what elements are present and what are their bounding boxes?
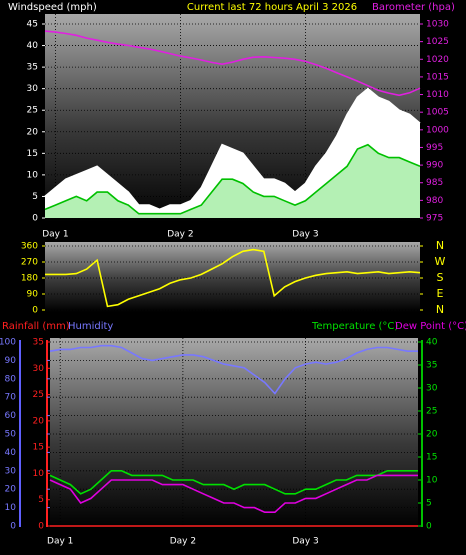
- y3-tick-label: 15: [33, 443, 44, 453]
- line: [49, 344, 418, 395]
- y-tick-label: 45: [27, 20, 38, 30]
- y-axis-label: Windspeed (mph): [8, 2, 97, 13]
- y2-tick-label: 0: [426, 522, 432, 532]
- line: [45, 248, 421, 308]
- y-tick-label: 100: [0, 338, 16, 348]
- y2-tick-label: 30: [426, 384, 438, 394]
- x-tick-label: Day 3: [292, 537, 318, 547]
- y-tick-label: 0: [10, 522, 16, 532]
- y3-tick-label: 0: [38, 522, 44, 532]
- y2-tick-label: 975: [426, 214, 443, 224]
- x-tick-label: Day 1: [47, 537, 73, 547]
- area: [45, 144, 420, 218]
- y-tick-label: 10: [27, 170, 39, 180]
- y-tick-label: 0: [32, 306, 38, 316]
- y2-tick-label: N: [436, 239, 444, 252]
- line: [44, 30, 421, 97]
- y3-tick-label: 25: [33, 390, 44, 400]
- y2-tick-label: 35: [426, 361, 437, 371]
- y3-tick-label: 30: [33, 364, 45, 374]
- line: [49, 470, 418, 495]
- y-tick-label: 80: [5, 374, 17, 384]
- y-tick-label: 40: [5, 448, 17, 458]
- y-tick-label: 20: [27, 127, 39, 137]
- y2-tick-label: S: [437, 271, 444, 284]
- line: [44, 87, 421, 211]
- y-tick-label: 360: [21, 242, 38, 252]
- y2-tick-label: 5: [426, 499, 432, 509]
- line: [49, 474, 418, 513]
- y-tick-label: 15: [27, 149, 38, 159]
- legend-temperature: Temperature (°C): [311, 321, 398, 332]
- y-tick-label: 30: [27, 84, 39, 94]
- y-tick-label: 90: [5, 356, 17, 366]
- legend-rainfall: Rainfall (mm): [2, 321, 70, 332]
- legend-dew-point: Dew Point (°C): [395, 321, 466, 332]
- y2-tick-label: 25: [426, 407, 437, 417]
- plots: 0510152025303540459759809859909951000100…: [0, 14, 449, 547]
- y2-tick-label: 10: [426, 476, 438, 486]
- y-tick-label: 5: [32, 192, 38, 202]
- y-tick-label: 70: [5, 393, 17, 403]
- y-tick-label: 270: [21, 258, 38, 268]
- y2-tick-label: E: [437, 287, 444, 300]
- y2-tick-label: 1025: [426, 37, 449, 47]
- y2-tick-label: 995: [426, 143, 443, 153]
- y-tick-label: 10: [5, 503, 17, 513]
- legend-humidity: Humidity: [68, 321, 113, 332]
- y3-tick-label: 10: [33, 469, 45, 479]
- x-tick-label: Day 1: [42, 230, 68, 240]
- y-tick-label: 20: [5, 485, 17, 495]
- x-tick-label: Day 3: [292, 230, 318, 240]
- plot-area: [45, 242, 420, 312]
- chart-title: Current last 72 hours April 3 2026: [187, 2, 357, 13]
- y2-tick-label: 20: [426, 430, 438, 440]
- y2-tick-label: 40: [426, 338, 438, 348]
- y2-tick-label: W: [435, 255, 446, 268]
- y-tick-label: 0: [32, 214, 38, 224]
- y2-tick-label: 1005: [426, 108, 449, 118]
- y2-tick-label: 1010: [426, 90, 449, 100]
- y2-tick-label: 15: [426, 453, 437, 463]
- y-tick-label: 60: [5, 411, 17, 421]
- y3-tick-label: 35: [33, 338, 44, 348]
- y3-tick-label: 5: [38, 495, 44, 505]
- y2-tick-label: 985: [426, 178, 443, 188]
- y-tick-label: 50: [5, 430, 17, 440]
- y-tick-label: 90: [27, 290, 39, 300]
- y-tick-label: 25: [27, 106, 38, 116]
- y2-tick-label: 990: [426, 161, 443, 171]
- y-tick-label: 40: [27, 41, 39, 51]
- line: [44, 143, 421, 215]
- y2-tick-label: 980: [426, 196, 443, 206]
- y2-tick-label: N: [436, 303, 444, 316]
- x-tick-label: Day 2: [167, 230, 193, 240]
- y2-tick-label: 1015: [426, 72, 449, 82]
- y-tick-label: 30: [5, 466, 17, 476]
- y2-tick-label: 1020: [426, 55, 449, 65]
- y2-tick-label: 1000: [426, 125, 449, 135]
- y-tick-label: 180: [21, 274, 38, 284]
- y2-axis-label: Barometer (hpa): [372, 2, 455, 13]
- y2-tick-label: 1030: [426, 20, 449, 30]
- plot-area: [50, 338, 418, 528]
- y-tick-label: 35: [27, 63, 38, 73]
- x-tick-label: Day 2: [170, 537, 196, 547]
- y3-tick-label: 20: [33, 416, 45, 426]
